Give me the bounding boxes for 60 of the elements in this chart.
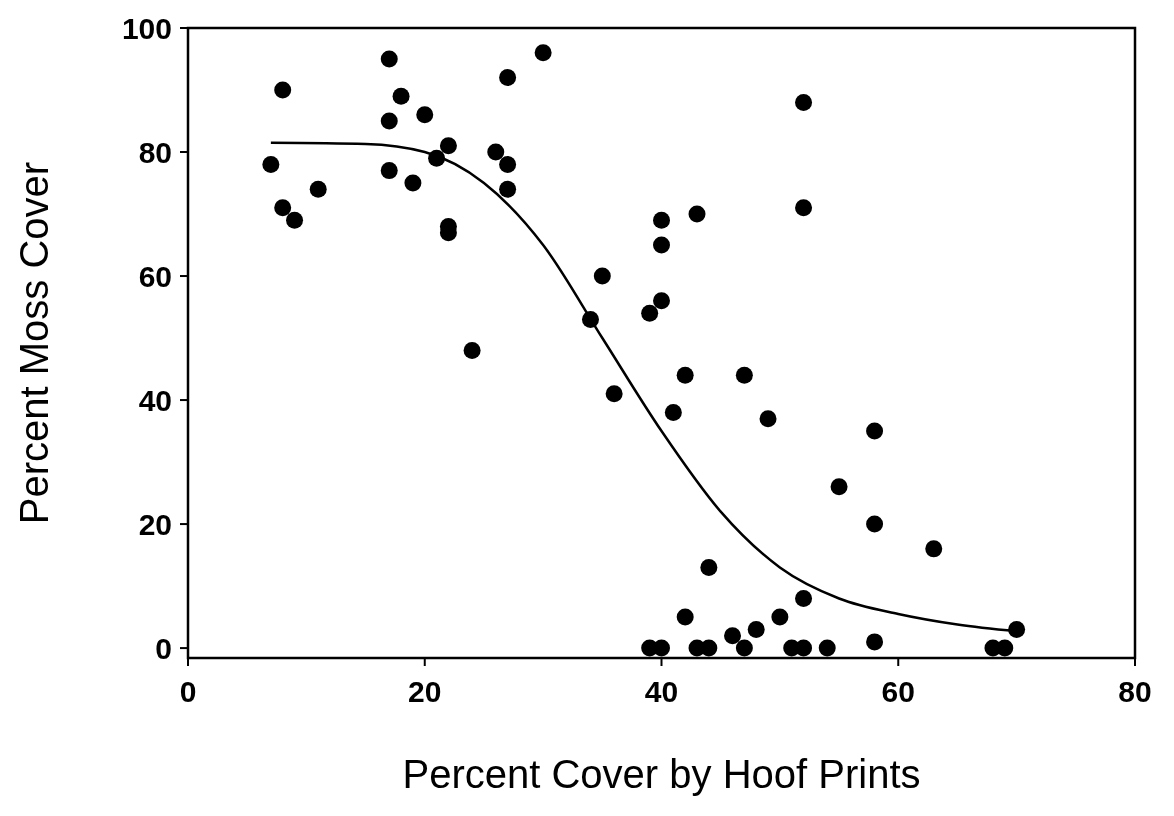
point xyxy=(487,143,505,161)
y-tick-label: 80 xyxy=(138,135,172,169)
point xyxy=(830,478,848,496)
point xyxy=(404,174,422,192)
point xyxy=(735,366,753,384)
x-tick-label: 60 xyxy=(881,675,915,708)
point xyxy=(499,69,517,87)
point xyxy=(380,112,398,130)
point xyxy=(700,558,718,576)
point xyxy=(664,403,682,421)
point xyxy=(653,639,670,657)
point xyxy=(724,627,742,645)
point xyxy=(818,639,836,657)
point xyxy=(735,639,753,657)
point xyxy=(593,267,611,285)
point xyxy=(380,50,398,68)
point xyxy=(653,236,670,254)
point xyxy=(925,540,943,558)
point xyxy=(463,341,481,359)
y-tick-label: 40 xyxy=(138,383,172,417)
point xyxy=(499,180,517,198)
point xyxy=(392,87,410,105)
x-axis-title: Percent Cover by Hoof Prints xyxy=(402,752,921,796)
point xyxy=(866,422,884,440)
point xyxy=(534,44,552,62)
point xyxy=(759,410,777,428)
point xyxy=(380,162,398,180)
point xyxy=(499,155,517,173)
x-tick-label: 40 xyxy=(644,675,679,708)
point xyxy=(795,589,813,607)
point xyxy=(439,137,457,155)
y-tick-label: 0 xyxy=(155,631,172,665)
y-tick-label: 20 xyxy=(138,507,172,541)
x-tick-label: 80 xyxy=(1118,675,1152,708)
point xyxy=(416,106,434,124)
point xyxy=(676,366,694,384)
y-tick-label: 100 xyxy=(121,11,172,45)
point xyxy=(262,155,280,173)
point xyxy=(771,608,789,626)
x-tick-label: 20 xyxy=(408,675,442,708)
x-tick-label: 0 xyxy=(179,675,197,708)
point xyxy=(795,199,813,217)
y-axis-title: Percent Moss Cover xyxy=(12,161,56,525)
point xyxy=(795,639,813,657)
point xyxy=(653,211,670,229)
point xyxy=(676,608,694,626)
point xyxy=(653,292,670,310)
point xyxy=(605,385,623,403)
point xyxy=(747,620,765,638)
point xyxy=(688,205,706,223)
point xyxy=(1008,620,1026,638)
point xyxy=(866,633,884,651)
point xyxy=(866,515,884,533)
point xyxy=(286,211,304,229)
point xyxy=(795,93,813,111)
point xyxy=(274,81,292,99)
y-tick-label: 60 xyxy=(138,259,172,293)
point xyxy=(641,304,659,322)
point xyxy=(309,180,327,198)
point xyxy=(274,199,292,217)
